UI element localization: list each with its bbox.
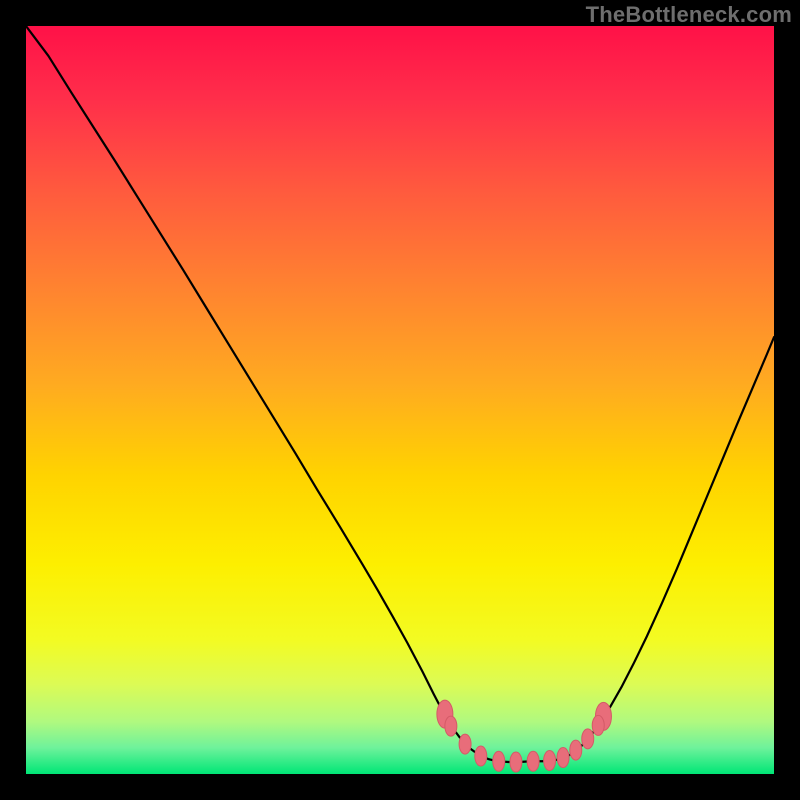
valley-marker: [493, 751, 505, 771]
valley-marker: [459, 734, 471, 754]
valley-marker: [592, 715, 604, 735]
valley-marker: [557, 748, 569, 768]
chart-outer: TheBottleneck.com: [0, 0, 800, 800]
watermark-text: TheBottleneck.com: [586, 2, 792, 28]
valley-marker: [544, 751, 556, 771]
valley-marker: [570, 740, 582, 760]
chart-frame: [26, 26, 774, 774]
valley-marker: [475, 746, 487, 766]
bottleneck-curve: [26, 26, 774, 774]
valley-marker: [445, 716, 457, 736]
valley-marker: [510, 752, 522, 772]
valley-marker: [527, 751, 539, 771]
valley-marker: [582, 729, 594, 749]
